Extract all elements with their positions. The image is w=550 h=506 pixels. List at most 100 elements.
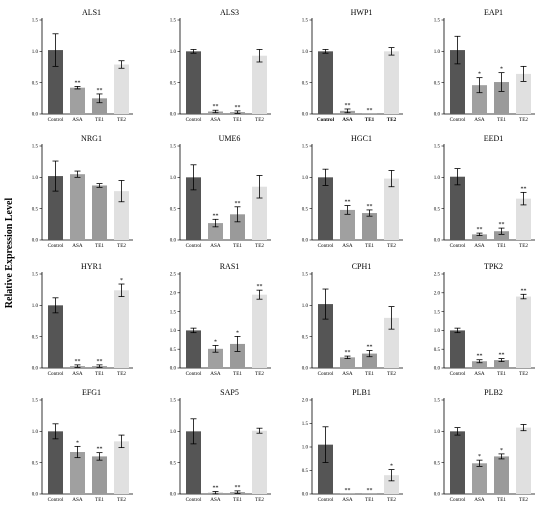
category-label: TE1 [365,371,374,377]
category-label: ASA [474,243,485,249]
y-tick-label: 0.5 [170,348,177,353]
y-tick-label: 1.5 [434,19,441,24]
y-tick-label: 0.0 [32,113,39,118]
bar-te1 [494,231,509,240]
y-tick-label: 0.0 [32,493,39,498]
panel-title: CPH1 [352,262,372,271]
panel-title: ALS1 [82,8,101,17]
category-label: TE1 [497,243,506,249]
bar-te2 [516,427,531,494]
panel-title: PLB2 [484,388,503,397]
y-tick-label: 0.5 [32,81,39,86]
bar-te2 [114,191,129,240]
y-tick-label: 1.0 [434,50,441,55]
category-label: Control [48,117,64,123]
y-tick-label: 1.0 [302,304,309,309]
y-tick-label: 1.5 [170,310,177,315]
significance-mark: * [478,454,481,460]
significance-mark: * [500,448,503,454]
y-tick-label: 0.5 [434,207,441,212]
bar-te2 [384,178,399,240]
y-tick-label: 2.0 [302,399,309,404]
category-label: ASA [342,497,353,503]
y-tick-label: 1.5 [434,399,441,404]
y-tick-label: 0.0 [434,113,441,118]
significance-mark: ** [477,227,483,233]
category-label: TE2 [519,117,528,123]
significance-mark: * [120,278,123,284]
y-tick-label: 1.5 [434,145,441,150]
significance-mark: * [76,440,79,446]
y-tick-label: 2.0 [170,292,177,297]
category-label: TE1 [497,371,506,377]
bar-asa [472,234,487,240]
category-label: Control [450,371,466,377]
panel-title: NRG1 [81,134,102,143]
bar-control [48,50,63,114]
category-label: TE1 [233,117,242,123]
y-tick-label: 0.0 [302,239,309,244]
y-tick-label: 0.5 [170,461,177,466]
bar-control [318,177,333,240]
category-label: TE1 [233,243,242,249]
bar-asa [340,493,355,494]
category-label: TE1 [95,371,104,377]
y-axis-label: Relative Expression Level [4,198,15,309]
bar-te2 [384,51,399,114]
y-tick-label: 1.5 [32,399,39,404]
y-tick-label: 0.5 [302,469,309,474]
panel-tpk2: TPK2 0.0 0.5 1.0 1.5 2.0 2.5 Control ** ASA ** TE1 *… [434,262,535,377]
category-label: ASA [342,371,353,377]
y-tick-label: 1.0 [32,304,39,309]
bar-asa [340,209,355,240]
panel-title: PLB1 [352,388,371,397]
significance-mark: ** [521,288,527,294]
bar-asa [472,463,487,494]
y-tick-label: 1.5 [32,145,39,150]
y-tick-label: 1.0 [170,176,177,181]
y-tick-label: 1.5 [32,19,39,24]
bar-te1 [494,456,509,494]
category-label: TE2 [117,371,126,377]
panel-title: EED1 [484,134,504,143]
bar-control [318,444,333,494]
y-tick-label: 1.0 [434,430,441,435]
y-tick-label: 1.5 [170,145,177,150]
category-label: TE2 [387,371,396,377]
bar-te2 [516,73,531,114]
y-tick-label: 1.0 [434,329,441,334]
bar-control [450,50,465,114]
category-label: ASA [342,243,353,249]
panel-hwp1: HWP1 0.0 0.5 1.0 1.5 Control ** ASA ** TE1 TE2 [302,8,403,123]
category-label: Control [318,497,334,503]
y-tick-label: 0.5 [170,207,177,212]
bar-control [186,51,201,114]
significance-mark: ** [345,200,351,206]
bar-te1 [92,456,107,494]
significance-mark: ** [235,201,241,207]
bar-control [48,176,63,240]
panel-eed1: EED1 0.0 0.5 1.0 1.5 Control ** ASA ** TE1 ** TE2 [434,134,535,249]
bar-te1 [230,343,245,368]
bar-te2 [114,290,129,368]
category-label: TE2 [387,117,397,123]
y-tick-label: 1.0 [302,50,309,55]
y-tick-label: 0.0 [302,367,309,372]
category-label: Control [48,371,64,377]
category-label: ASA [342,117,353,123]
category-label: TE2 [255,117,264,123]
significance-mark: ** [345,103,351,109]
y-tick-label: 0.0 [32,367,39,372]
category-label: TE1 [365,497,374,503]
bar-te1 [362,113,377,114]
category-label: TE2 [255,497,264,503]
significance-mark: ** [367,344,373,350]
category-label: Control [186,117,202,123]
panel-ume6: UME6 0.0 0.5 1.0 1.5 Control ** ASA ** TE1 TE2 [170,134,271,249]
y-tick-label: 2.5 [434,273,441,278]
bar-te2 [114,64,129,114]
y-tick-label: 0.5 [302,207,309,212]
significance-mark: * [478,72,481,78]
category-label: TE2 [255,243,264,249]
